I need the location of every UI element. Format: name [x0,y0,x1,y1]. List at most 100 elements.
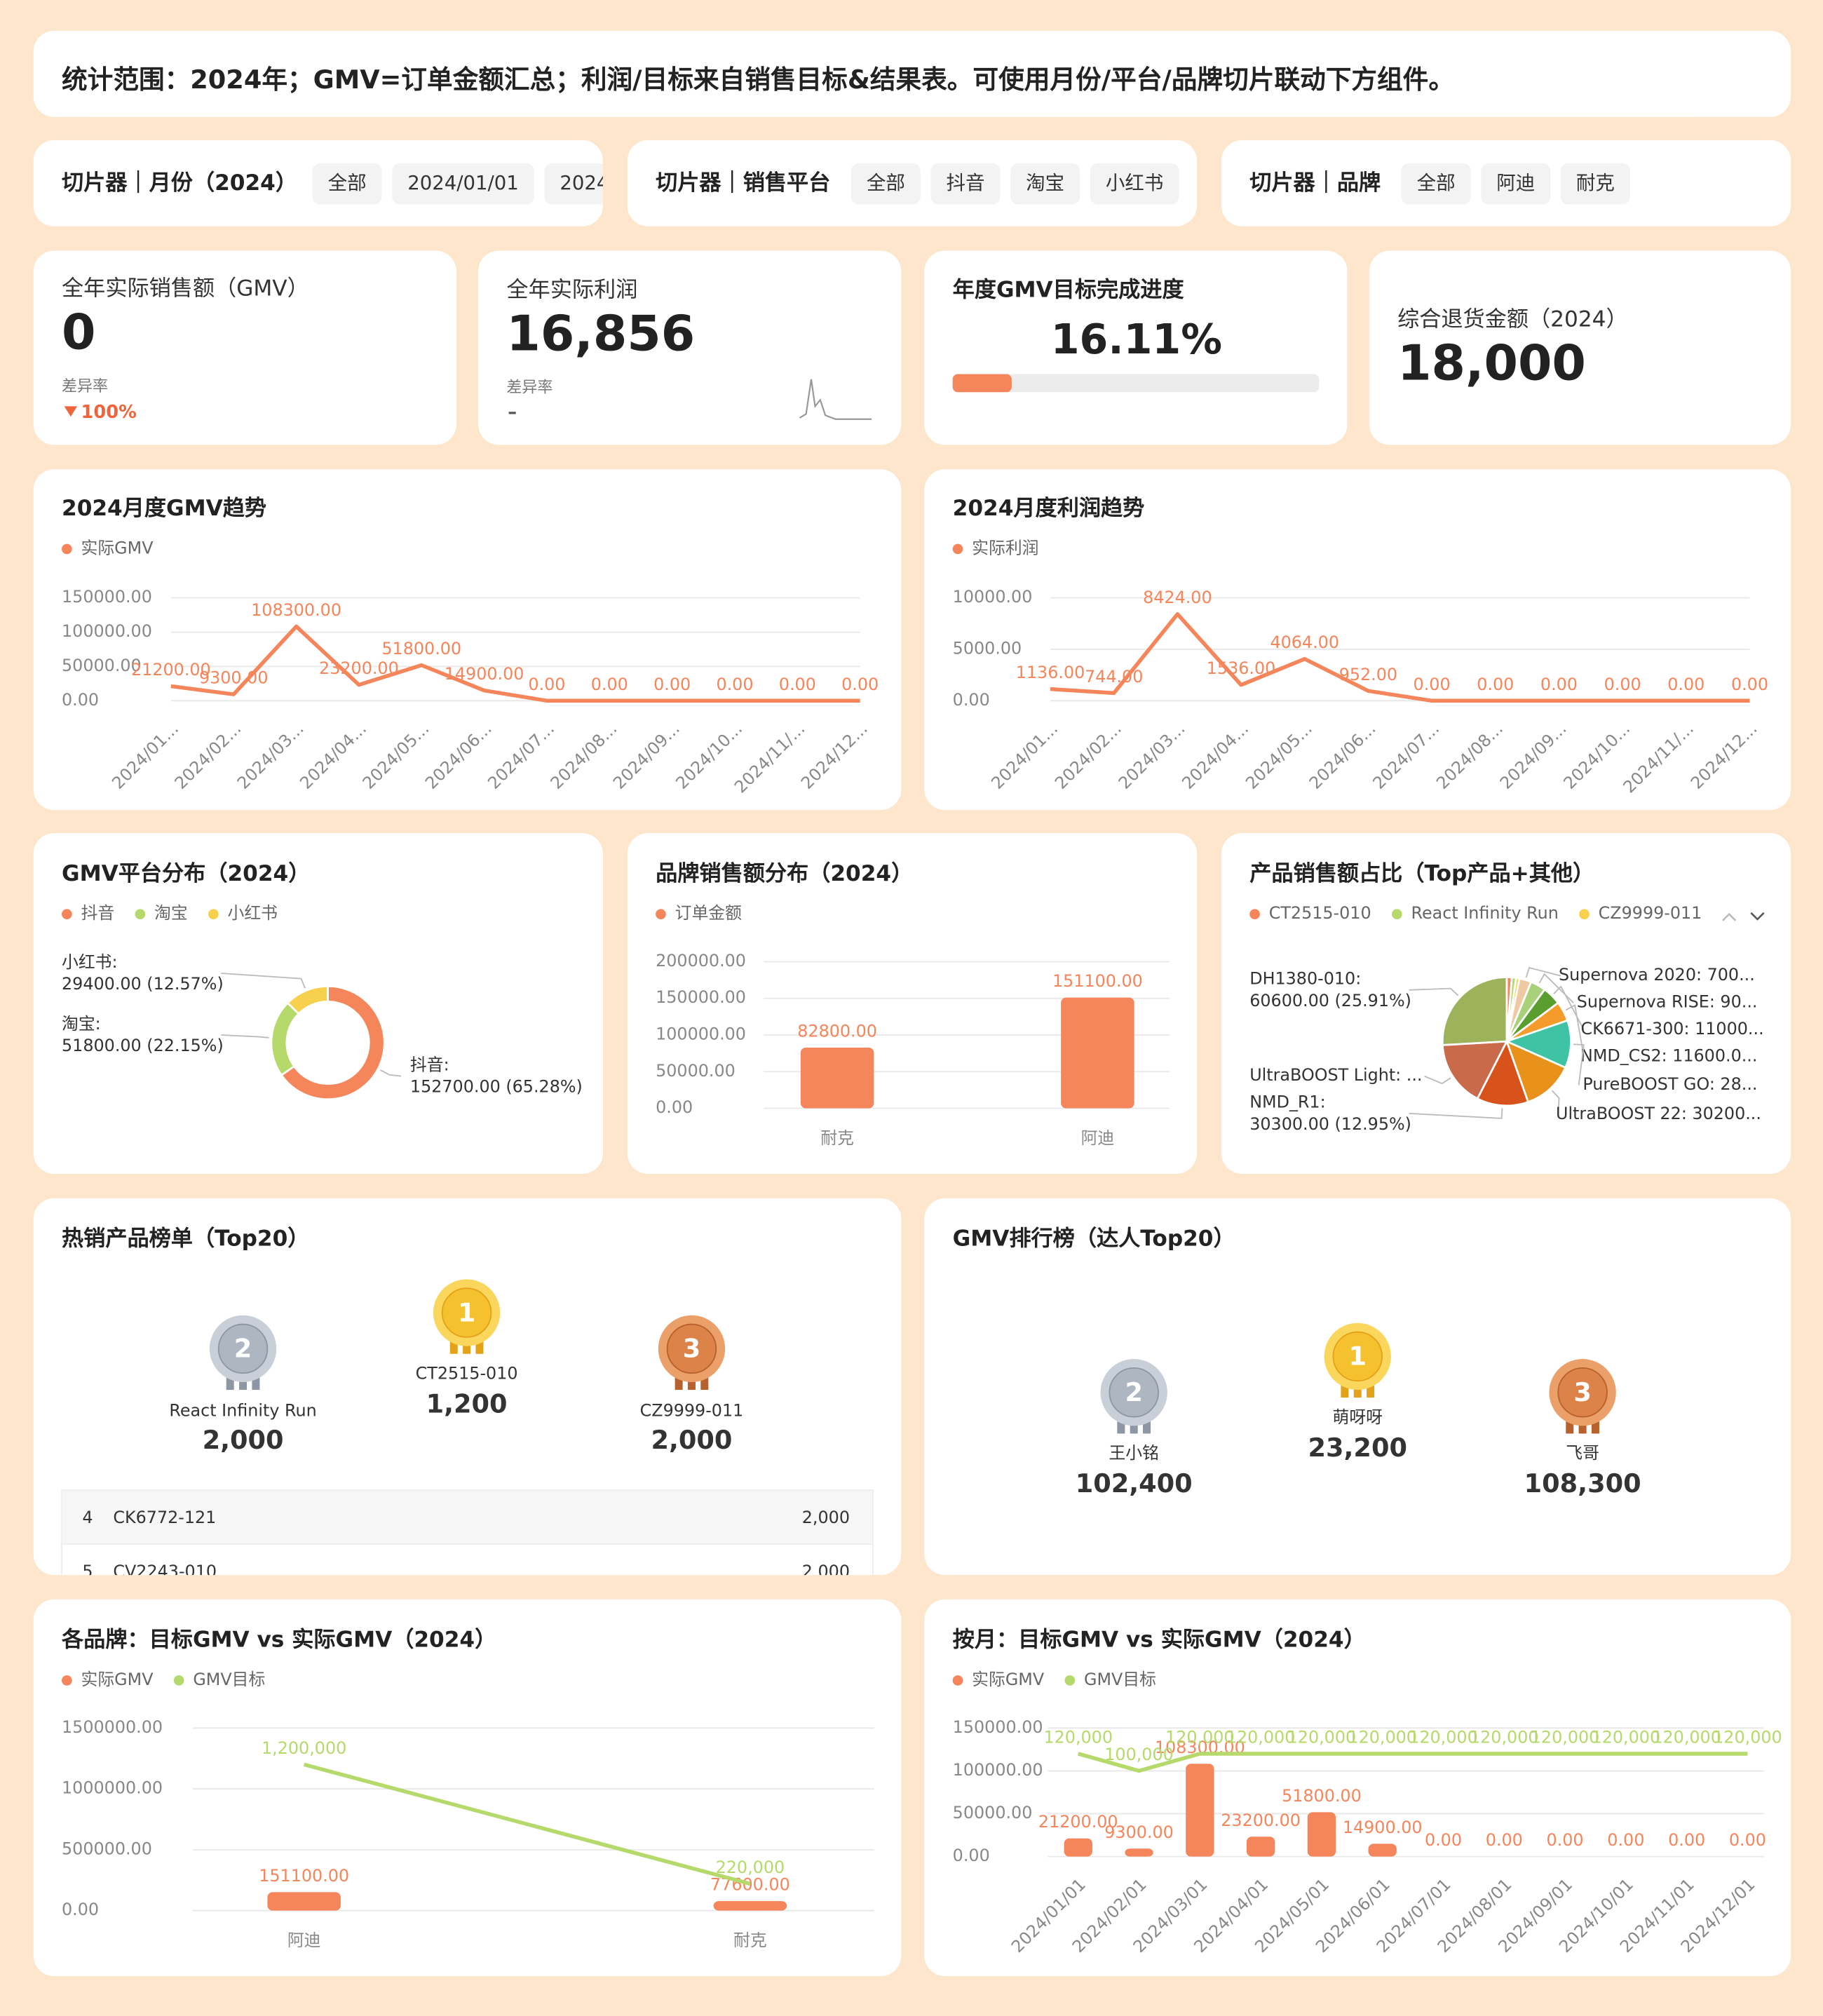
table-row [61,1543,874,1576]
slicer-button[interactable] [930,163,1001,205]
legend-marker [135,909,146,919]
sparkline [799,379,872,420]
legend-marker [208,909,219,919]
chart-title: 2024月度利润趋势 [953,496,1145,521]
bar [1064,1838,1092,1857]
slicer-option[interactable]: 2024/02/01 [560,172,671,194]
slicer-button[interactable] [850,163,921,205]
legend-marker [62,543,72,555]
podium-value: 108,300 [1524,1468,1641,1499]
kpi-diff: – [508,402,517,423]
bar [1125,1848,1153,1857]
cards [33,31,1791,1977]
series-line [1050,611,1750,703]
slice-value-label: 152700.00 (65.28%) [410,1077,583,1097]
legend-marker [1579,909,1590,919]
data-label: 9300.00 [199,668,269,688]
kpi-value: 18,000 [1397,335,1586,392]
slicer-button[interactable] [1090,163,1179,205]
chart-title: 产品销售额占比（Top产品+其他） [1249,861,1594,886]
data-label: 0.00 [1667,675,1705,694]
medal-rank: 3 [1573,1377,1592,1407]
slicer-option[interactable]: 阿迪 [1496,172,1535,194]
slicer-option[interactable]: 淘宝 [1026,172,1064,194]
legend-next[interactable] [1750,912,1765,921]
legend-label: 小红书 [228,903,278,923]
slicer-button[interactable] [1010,163,1080,205]
data-label: 0.00 [1607,1830,1644,1850]
slice-label: Supernova RISE: 90... [1577,992,1758,1012]
data-label: 23200.00 [1221,1811,1301,1830]
x-tick-label: 阿迪 [287,1930,321,1950]
data-label: 8424.00 [1143,588,1212,607]
slicer-button[interactable] [1481,163,1551,205]
legend-prev[interactable] [1722,912,1737,921]
chart-title: 按月：目标GMV vs 实际GMV（2024） [953,1628,1366,1653]
y-tick-label: 1000000.00 [62,1778,163,1798]
podium-name: React Infinity Run [169,1401,316,1421]
slice-label: 小红书: [62,952,118,972]
kpi-value: 0 [62,304,95,361]
slice-label: 淘宝: [62,1014,101,1034]
kpi-card [33,250,456,445]
slice [1441,1040,1509,1100]
row-rank: 4 [82,1508,93,1527]
slicer-button[interactable] [1401,163,1471,205]
data-label: 151100.00 [259,1866,349,1886]
podium-value: 2,000 [203,1425,284,1455]
kpi-value: 16.11% [1051,316,1222,363]
kpi-title: 全年实际销售额（GMV） [62,276,309,302]
podium-name: 飞哥 [1566,1443,1599,1463]
legend-marker [62,909,72,919]
data-label: 1,200,000 [262,1738,346,1758]
medal-ribbon [1117,1413,1125,1434]
legend-marker [952,1675,963,1686]
legend-label: 实际GMV [81,1670,154,1689]
data-label: 0.00 [1477,675,1514,694]
slicer-option[interactable]: 抖音 [946,172,984,194]
slicer-option[interactable]: 全部 [1417,172,1456,194]
slicer-option[interactable]: 耐克 [1576,172,1615,194]
leader-line [1409,987,1459,996]
row-value: 2,000 [802,1562,850,1581]
podium-value: 2,000 [651,1425,732,1455]
kpi-card [924,250,1348,445]
podium-name: CZ9999-011 [640,1401,744,1421]
slicer-option[interactable]: 2024/01/01 [407,172,519,194]
x-tick-label: 耐克 [733,1930,767,1950]
slicer-option[interactable]: 全部 [867,172,905,194]
slicer-option[interactable]: 全部 [328,172,367,194]
legend-label: 实际利润 [972,538,1038,557]
podium-name: 王小铭 [1109,1443,1158,1463]
medal-rank: 1 [458,1297,476,1327]
legend-marker [952,543,963,555]
data-label: 4064.00 [1270,632,1339,652]
legend-marker [1064,1675,1076,1686]
data-label: 120,000 [1043,1727,1113,1747]
slicer-button[interactable] [1560,163,1630,205]
slicer-option[interactable]: 小红书 [1106,172,1164,194]
data-label: 0.00 [716,675,753,694]
bar [267,1892,341,1911]
slicer-button[interactable] [544,163,686,205]
bar [713,1901,787,1911]
medal-rank: 2 [1125,1377,1143,1407]
data-label: 952.00 [1339,665,1397,684]
table-row [61,1489,874,1548]
slicer-title: 切片器｜月份（2024） [62,170,297,196]
podium-value: 102,400 [1076,1468,1193,1499]
ranking: 2 王小铭 102,400 1 萌呀呀 23,200 3 飞哥 108,300 [1076,1322,1641,1499]
slicer-title: 切片器｜品牌 [1249,170,1381,196]
slice-label: DH1380-010: [1249,969,1361,989]
series-line [1078,1752,1748,1773]
kpi-card [1369,250,1791,445]
slicer-button[interactable] [392,163,534,205]
data-label: 9300.00 [1104,1822,1174,1842]
podium-value: 1,200 [426,1389,508,1419]
row-value: 2,000 [802,1508,850,1527]
slicer-button[interactable] [312,163,382,205]
data-label: 0.00 [1547,1830,1584,1850]
leader-line [1573,1043,1585,1085]
slice-label: UltraBOOST 22: 30200... [1556,1104,1761,1123]
